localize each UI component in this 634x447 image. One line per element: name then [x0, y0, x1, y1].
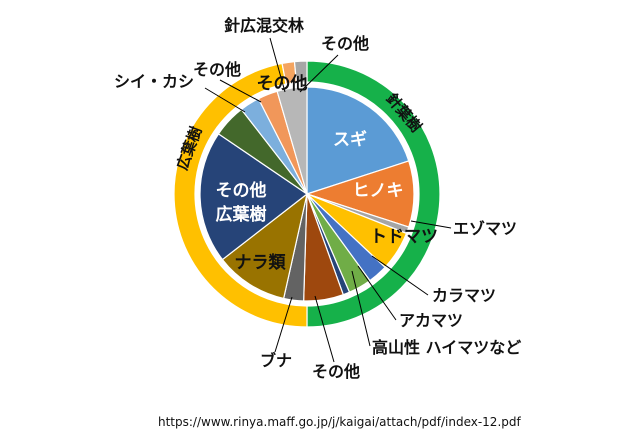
pie-slice-0 [306, 86, 410, 195]
label-sonota-inner: その他 [321, 34, 369, 53]
label-hinoki: ヒノキ [353, 181, 404, 201]
pie-slice-9 [221, 192, 308, 300]
label-shii: シイ・カシ [114, 72, 194, 91]
label-todomatsu: トドマツ [370, 227, 438, 247]
leader-line-2 [357, 265, 397, 321]
leader-line-3 [351, 270, 371, 347]
leader-line-4 [314, 295, 335, 363]
leader-line-5 [274, 296, 293, 353]
leader-line-1 [371, 255, 429, 296]
leader-line-8 [269, 37, 286, 93]
label-sonota-top: その他 [193, 60, 241, 79]
leader-line-0 [410, 220, 452, 229]
label-mixed: 針広混交林 [224, 16, 304, 35]
source-url: https://www.rinya.maff.go.jp/j/kaigai/at… [158, 415, 521, 429]
leader-line-7 [219, 79, 262, 103]
label-sugi: スギ [333, 130, 367, 150]
label-akamatsu: アカマツ [399, 311, 463, 330]
outer-ring [173, 60, 441, 328]
label-sonota-conifer: その他 [312, 362, 360, 381]
pie-slice-14 [276, 86, 308, 195]
label-other-broadleaf-2: 広葉樹 [216, 204, 267, 225]
leader-line-6 [204, 87, 246, 113]
inner-pie [199, 86, 415, 302]
label-buna: ブナ [260, 351, 292, 370]
label-ezomatsu: エゾマツ [453, 219, 517, 238]
label-other-broadleaf-1: その他 [216, 180, 267, 201]
outer-ring-slice-3 [293, 60, 308, 84]
label-sonota-small1: その他 [257, 73, 308, 94]
leader-lines [204, 37, 452, 363]
label-nara: ナラ類 [235, 253, 287, 273]
label-karamatsu: カラマツ [432, 286, 496, 305]
label-haimatsu: 高山性 ハイマツなど [372, 338, 521, 357]
pie-slice-10 [199, 133, 309, 261]
leader-line-9 [299, 54, 339, 93]
